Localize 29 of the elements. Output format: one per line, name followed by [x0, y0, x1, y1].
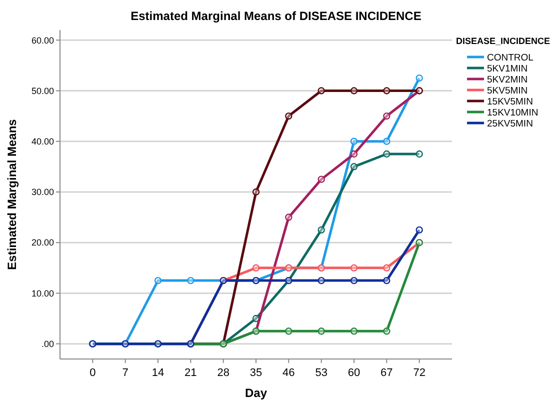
legend-label: 15KV10MIN: [487, 107, 538, 118]
legend-label: CONTROL: [487, 52, 534, 64]
y-tick-label: 10.00: [31, 288, 54, 298]
x-tick-label: 14: [152, 367, 164, 379]
x-tick-label: 7: [122, 367, 128, 379]
y-tick-label: .00: [41, 338, 54, 349]
chart-title: Estimated Marginal Means of DISEASE INCIDENCE: [130, 9, 422, 23]
y-axis-title: Estimated Marginal Means: [5, 118, 19, 270]
y-tick-label: 50.00: [31, 86, 54, 96]
legend-label: 25KV5MIN: [487, 118, 534, 130]
x-tick-label: 46: [282, 367, 295, 379]
x-tick-label: 53: [315, 367, 328, 379]
legend-label: 5KV5MIN: [487, 85, 528, 96]
x-tick-label: 0: [90, 367, 96, 379]
x-tick-label: 35: [250, 367, 262, 379]
x-tick-label: 60: [348, 367, 360, 379]
legend-label: 5KV2MIN: [487, 74, 528, 86]
x-tick-label: 28: [217, 367, 230, 379]
y-tick-label: 60.00: [31, 35, 54, 46]
legend-label: 15KV5MIN: [487, 96, 534, 108]
x-tick-label: 72: [413, 367, 426, 379]
x-axis-title: Day: [244, 386, 268, 400]
y-tick-label: 40.00: [31, 136, 54, 147]
legend-label: 5KV1MIN: [487, 63, 528, 74]
x-tick-label: 67: [380, 367, 393, 379]
legend-title: DISEASE_INCIDENCE: [456, 36, 550, 46]
y-tick-label: 30.00: [31, 187, 54, 198]
x-tick-label: 21: [184, 367, 197, 379]
y-tick-label: 20.00: [31, 238, 54, 248]
